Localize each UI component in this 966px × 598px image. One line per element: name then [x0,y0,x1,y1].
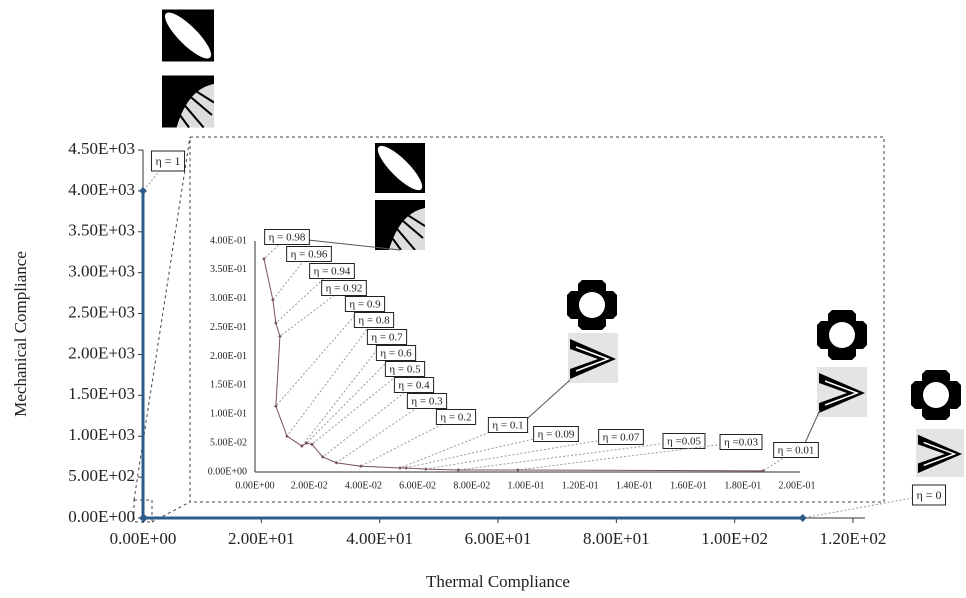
x-tick-label: 2.00E+01 [228,529,295,548]
point-label: η = 0.4 [398,380,430,392]
x-tick-label: 1.00E+02 [701,529,768,548]
point-label: η = 0.3 [411,396,443,408]
data-point [799,514,807,522]
y-tick-label: 4.00E+03 [68,180,135,199]
x-tick-label: 6.00E-02 [399,480,436,491]
point-label: η = 0.98 [269,232,306,244]
y-tick-label: 5.00E-02 [210,437,247,448]
data-point [278,334,282,338]
y-tick-label: 1.00E-01 [210,409,247,420]
leader-line [458,441,684,470]
x-tick-label: 1.20E-01 [562,480,599,491]
data-point [456,468,460,472]
x-tick-label: 6.00E+01 [465,529,532,548]
connector [805,410,820,443]
x-tick-label: 8.00E+01 [583,529,650,548]
data-point [335,461,339,465]
thumbnail [372,140,427,195]
connector [528,380,570,418]
leader-line [312,369,405,444]
point-label: η = 0.96 [291,249,328,261]
point-label: η = 1 [155,154,180,168]
y-tick-label: 2.00E+03 [68,343,135,362]
point-label: η = 0.8 [358,315,390,327]
y-tick-label: 1.50E-01 [210,380,247,391]
plot: 0.00E+00 5.00E-02 1.00E-01 1.50E-01 2.00E-01… [208,230,819,492]
point-label: η = 0.07 [603,432,640,444]
leader-line [518,442,741,470]
y-tick-label: 2.00E-01 [210,351,247,362]
data-point [398,466,402,470]
point-label: η = 0.1 [492,420,523,432]
x-axis-title: Thermal Compliance [426,572,570,591]
x-tick-label: 4.00E+01 [346,529,413,548]
leader-line [302,337,387,446]
x-tick-label: 1.60E-01 [670,480,707,491]
y-tick-label: 1.00E+03 [68,425,135,444]
y-axis-title: Mechanical Compliance [11,251,30,417]
y-tick-label: 2.50E+03 [68,302,135,321]
point-label: η = 0.2 [440,412,471,424]
y-tick-label: 1.50E+03 [68,384,135,403]
x-tick-label: 1.20E+02 [820,529,887,548]
point-label: η = 0.6 [380,348,412,360]
data-point [404,466,408,470]
data-point [359,464,363,468]
data-point [262,257,266,261]
y-tick-label: 3.50E+03 [68,221,135,240]
thumbnail [911,370,961,420]
x-tick-label: 0.00E+00 [110,529,177,548]
thumbnail [375,200,425,250]
y-tick-label: 3.00E+03 [68,262,135,281]
thumbnail [916,429,964,477]
leader-line [323,385,414,457]
data-point [139,187,147,195]
y-tick-label: 5.00E+02 [68,466,135,485]
x-tick-label: 4.00E-02 [345,480,382,491]
point-label: η = 0.5 [389,364,421,376]
thumbnail [567,280,617,330]
y-tick-label: 3.00E-01 [210,293,247,304]
x-tick-label: 2.00E-01 [779,480,816,491]
x-tick-label: 1.80E-01 [724,480,761,491]
thumbnail [817,310,867,360]
data-point [424,467,428,471]
x-tick-label: 1.00E-01 [508,480,545,491]
thumbnail [162,76,214,128]
x-tick-label: 1.40E-01 [616,480,653,491]
y-tick-label: 3.50E-01 [210,264,247,275]
point-label: η =0.03 [724,437,758,449]
point-label: η = 0.9 [349,299,381,311]
thumbnail [817,367,867,417]
x-tick-label: 8.00E-02 [453,480,490,491]
y-tick-label: 4.00E-01 [210,235,247,246]
x-tick-label: 2.00E-02 [291,480,328,491]
leader-line [306,353,396,443]
point-label: η = 0.92 [326,283,363,295]
data-point [140,514,148,522]
y-tick-label: 2.50E-01 [210,322,247,333]
chart: Thermal Compliance Mechanical Compliance… [0,0,966,598]
point-label: η = 0.7 [371,332,403,344]
data-point [516,468,520,472]
y-tick-label: 0.00E+00 [208,466,247,477]
point-label: η = 0 [916,488,941,502]
point-label: η =0.05 [667,436,701,448]
y-tick-label: 0.00E+00 [68,507,135,526]
leader-line [803,495,929,518]
point-label: η = 0.09 [538,429,575,441]
point-label: η = 0.94 [314,266,351,278]
page: {"chart_data": [ {"type": "line", "x_lab… [0,0,966,598]
x-tick-label: 0.00E+00 [235,480,274,491]
y-tick-label: 4.50E+03 [68,139,135,158]
point-label: η = 0.01 [778,445,815,457]
thumbnail [568,333,618,383]
thumbnail [159,7,216,64]
data-point [274,321,278,325]
